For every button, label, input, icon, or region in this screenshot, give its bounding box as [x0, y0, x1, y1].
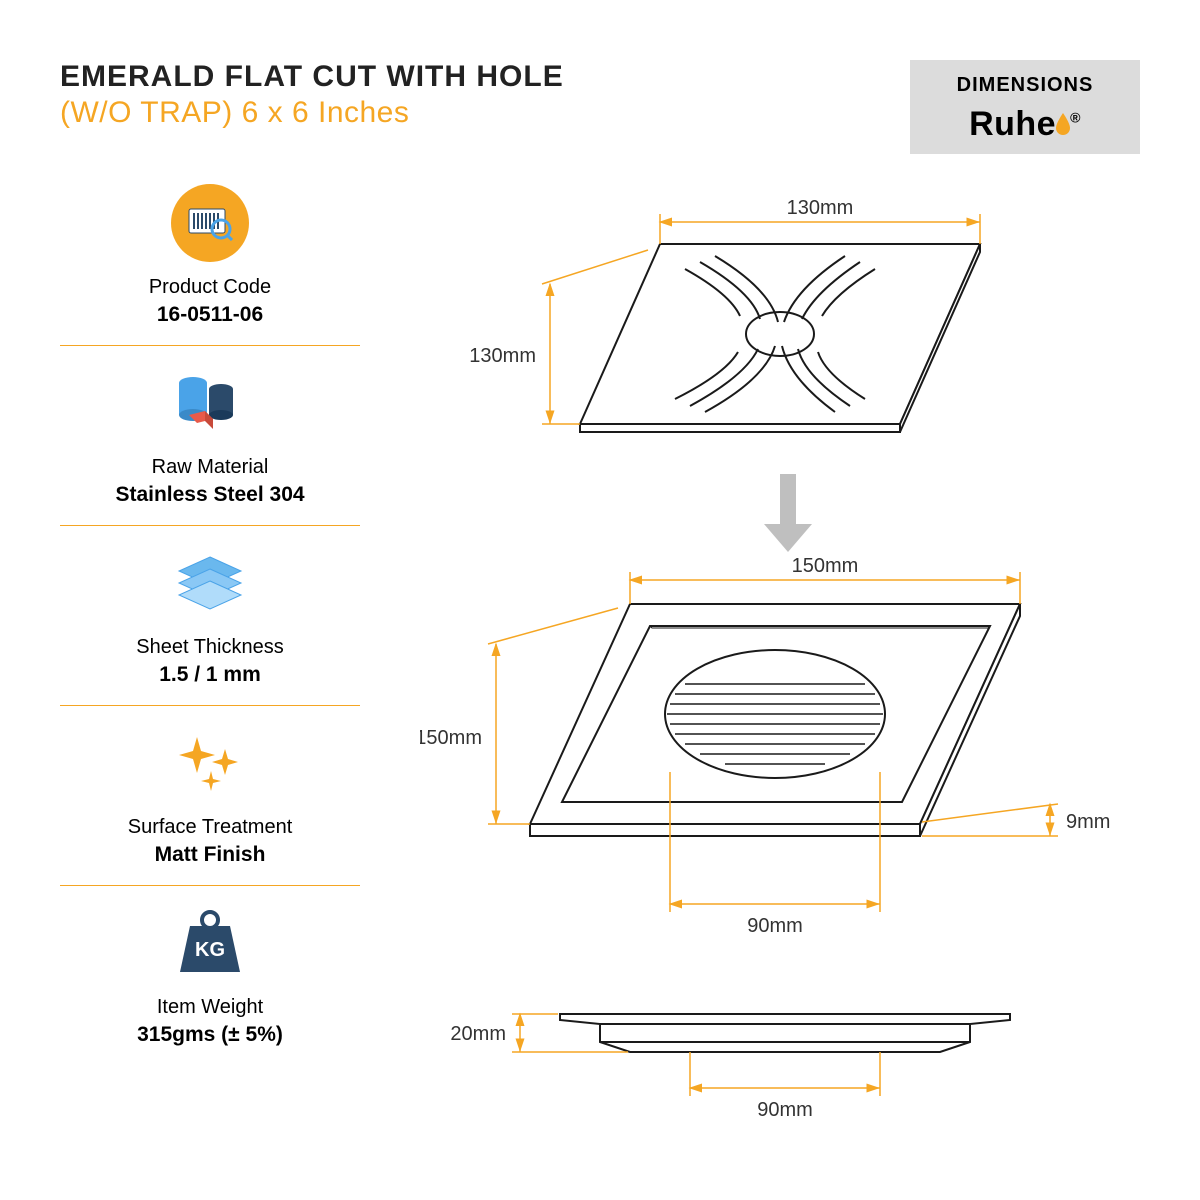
dimension-drawing: 130mm 130mm: [420, 184, 1140, 1164]
dim-side-height: 20mm: [450, 1023, 506, 1045]
spec-value: Stainless Steel 304: [60, 483, 360, 507]
spec-label: Product Code: [60, 276, 360, 299]
layers-icon: [171, 544, 249, 622]
dim-base-width: 150mm: [792, 555, 859, 577]
spec-value: 16-0511-06: [60, 303, 360, 327]
spec-raw-material: Raw Material Stainless Steel 304: [60, 364, 360, 526]
brand-logo: Ruhe ®: [940, 105, 1110, 144]
barcode-icon: [171, 184, 249, 262]
dim-base-height: 150mm: [420, 727, 482, 749]
spec-product-code: Product Code 16-0511-06: [60, 184, 360, 346]
down-arrow-icon: [764, 474, 812, 552]
side-view-drawing: 20mm 90mm: [450, 1014, 1010, 1121]
sparkle-icon: [171, 724, 249, 802]
specs-column: Product Code 16-0511-06 Raw Material Sta…: [60, 184, 360, 1169]
spec-surface-treatment: Surface Treatment Matt Finish: [60, 724, 360, 886]
dim-top-width: 130mm: [787, 197, 854, 219]
spec-sheet-thickness: Sheet Thickness 1.5 / 1 mm: [60, 544, 360, 706]
svg-text:KG: KG: [195, 939, 225, 961]
brand-drop-icon: [1056, 105, 1070, 144]
spec-label: Item Weight: [60, 996, 360, 1019]
spec-label: Surface Treatment: [60, 816, 360, 839]
product-title-line2: (W/O TRAP) 6 x 6 Inches: [60, 96, 910, 130]
dim-top-height: 130mm: [469, 345, 536, 367]
dimensions-box: DIMENSIONS Ruhe ®: [910, 60, 1140, 154]
title-block: EMERALD FLAT CUT WITH HOLE (W/O TRAP) 6 …: [60, 60, 910, 130]
base-plate-drawing: 150mm 150mm 9mm: [420, 555, 1110, 937]
dim-base-hole: 90mm: [747, 915, 803, 937]
material-icon: [171, 364, 249, 442]
content: Product Code 16-0511-06 Raw Material Sta…: [60, 184, 1140, 1169]
dim-side-hole: 90mm: [757, 1099, 813, 1121]
dimensions-label: DIMENSIONS: [940, 74, 1110, 97]
spec-value: 1.5 / 1 mm: [60, 663, 360, 687]
spec-value: Matt Finish: [60, 843, 360, 867]
spec-label: Raw Material: [60, 456, 360, 479]
header-row: EMERALD FLAT CUT WITH HOLE (W/O TRAP) 6 …: [60, 60, 1140, 154]
diagram-area: 130mm 130mm: [420, 184, 1140, 1169]
spec-item-weight: KG Item Weight 315gms (± 5%): [60, 904, 360, 1065]
spec-value: 315gms (± 5%): [60, 1023, 360, 1047]
dim-base-depth: 9mm: [1066, 811, 1110, 833]
weight-icon: KG: [171, 904, 249, 982]
brand-text: Ruhe: [969, 105, 1056, 143]
product-title-line1: EMERALD FLAT CUT WITH HOLE: [60, 60, 910, 94]
brand-reg: ®: [1070, 110, 1081, 126]
spec-label: Sheet Thickness: [60, 636, 360, 659]
top-plate-drawing: 130mm 130mm: [469, 197, 980, 432]
